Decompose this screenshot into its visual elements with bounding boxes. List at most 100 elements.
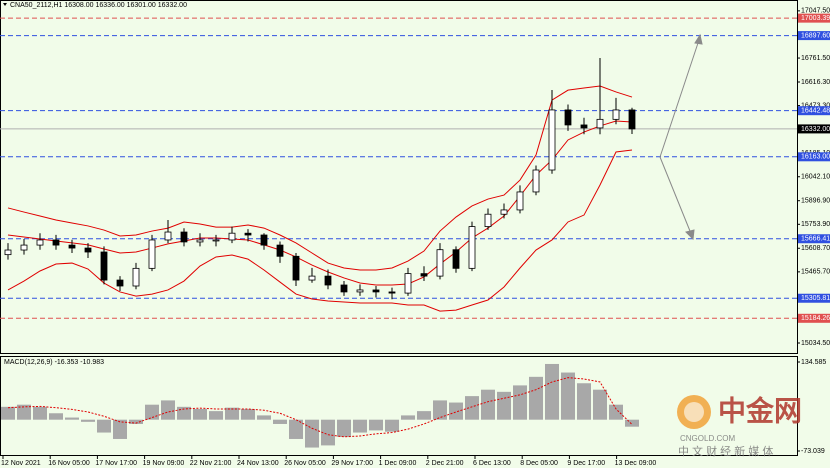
bollinger-upper [7,85,633,271]
candle-body [180,231,188,243]
level-label-box [798,293,830,303]
candle-body [548,109,556,171]
level-label-box [798,31,830,41]
macd-bar [209,411,223,420]
logo-coin-inner [684,402,704,422]
macd-bar [129,419,143,424]
macd-bar [1,406,15,420]
x-tick-label: 9 Dec 17:00 [567,460,605,467]
candle-body [36,239,44,246]
candle-body [420,273,428,277]
y-tick-label: 134.585 [801,359,826,366]
last-price-box [798,124,830,134]
candle-body [228,232,236,241]
candle-body [324,275,332,286]
macd-bar [353,419,367,433]
macd-bar [257,415,271,420]
candle-body [404,273,412,294]
y-tick-label: 16616.30 [801,79,830,86]
candle-body [308,275,316,281]
x-tick-label: 29 Nov 17:00 [331,460,373,467]
macd-bar [385,419,399,432]
candle-body [356,289,364,293]
candle-body [100,251,108,281]
candle-body [20,244,28,251]
macd-bar [465,396,479,420]
x-tick-label: 19 Nov 09:00 [143,460,185,467]
candle-body [212,239,220,242]
macd-bar [561,372,575,420]
y-tick-label: -73.039 [801,448,825,455]
macd-bar [241,408,255,420]
y-tick-label: 17047.50 [801,8,830,15]
x-tick-label: 24 Nov 13:00 [237,460,279,467]
candle-body [84,247,92,253]
macd-bar [193,408,207,420]
level-label-box [798,106,830,116]
x-tick-label: 8 Dec 05:00 [520,460,558,467]
x-tick-label: 1 Dec 09:00 [379,460,417,467]
candle-body [164,231,172,241]
macd-bar [369,419,383,431]
candle-body [196,239,204,243]
candle-body [132,267,140,287]
x-tick-label: 22 Nov 21:00 [190,460,232,467]
candle-body [436,249,444,277]
level-label: 15305.81 [801,295,830,302]
macd-bar [417,411,431,420]
y-tick-label: 16761.50 [801,55,830,62]
candle-body [452,249,460,269]
candle-body [260,234,268,246]
x-tick-label: 13 Dec 09:00 [615,460,657,467]
y-tick-label: 16042.10 [801,174,830,181]
candle-body [612,109,620,120]
candle-body [468,226,476,269]
x-tick-label: 2 Dec 21:00 [426,460,464,467]
y-tick-label: 15896.90 [801,198,830,205]
y-tick-label: 15753.90 [801,221,830,228]
macd-bar [17,404,31,420]
macd-bar [161,400,175,420]
macd-bar [433,400,447,420]
candle-body [532,169,540,193]
arrow-head [685,229,695,241]
arrow-up [659,36,701,158]
macd-title: MACD(12,26,9) -16.353 -10.983 [4,359,104,366]
macd-bar [577,383,591,420]
y-tick-label: 16473.30 [801,102,830,109]
candle-body [484,213,492,227]
macd-bar [289,419,303,439]
watermark-logo: 中金网 [718,394,802,426]
candle-body [148,239,156,269]
macd-bar [33,406,47,420]
macd-bar [401,415,415,420]
macd-bar [273,419,287,424]
x-tick-label: 12 Nov 2021 [1,460,41,467]
level-label-box [798,313,830,323]
chart-title: CNA50_2112,H1 16308.00 16336.00 16301.00… [10,2,187,9]
macd-bar [625,419,639,427]
candle-body [292,255,300,281]
y-tick-label: 15465.70 [801,269,830,276]
candle-body [276,244,284,257]
level-label-box [798,13,830,23]
macd-bar [529,376,543,420]
level-label: 15184.26 [801,315,830,322]
level-label: 16163.00 [801,154,830,161]
level-label: 16442.48 [801,108,830,115]
x-tick-label: 17 Nov 17:00 [95,460,137,467]
macd-panel-border [0,356,798,456]
macd-bar [81,419,95,422]
macd-bar [337,419,351,437]
watermark: 中金网 CNGOLD.COM 中 文 财 经 新 媒 体 [677,394,802,458]
macd-bar [49,413,63,420]
watermark-site: CNGOLD.COM [680,434,735,443]
macd-bar [65,417,79,420]
level-label-box [798,152,830,162]
watermark-slogan: 中 文 财 经 新 媒 体 [678,444,773,458]
x-tick-label: 6 Dec 13:00 [473,460,511,467]
candle-body [4,249,12,256]
main-panel: 17047.5016761.5016616.3016473.3016185.10… [0,8,830,467]
